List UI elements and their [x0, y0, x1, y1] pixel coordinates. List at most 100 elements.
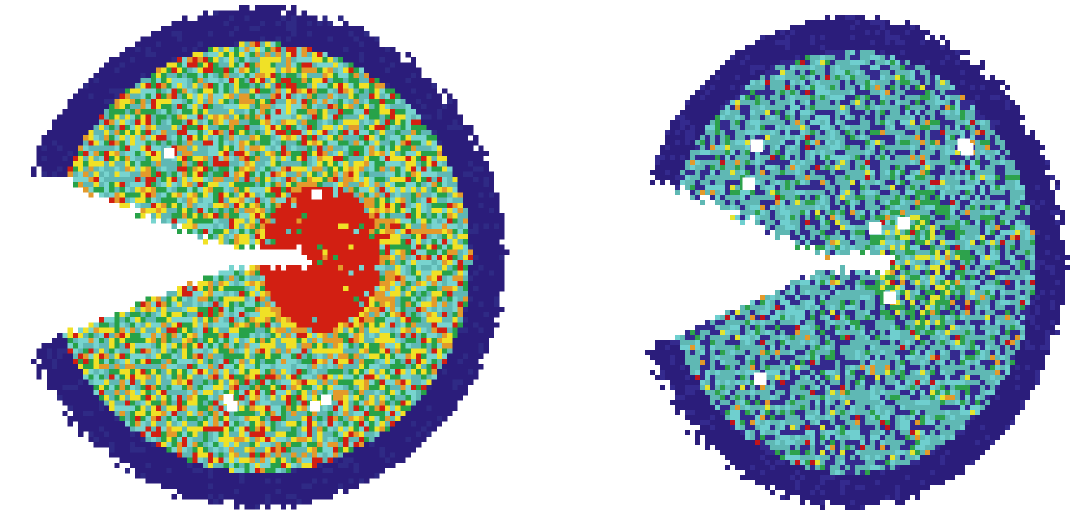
heatmap-cell: [249, 93, 255, 99]
heatmap-cell: [78, 130, 84, 136]
heatmap-cell: [119, 379, 125, 385]
heatmap-cell: [176, 171, 183, 177]
heatmap-cell: [301, 135, 307, 141]
heatmap-cell: [208, 187, 214, 193]
heatmap-cell: [182, 317, 188, 323]
heatmap-cell: [353, 353, 359, 359]
heatmap-cell: [202, 161, 209, 167]
heatmap-cell: [275, 52, 281, 58]
heatmap-cell: [208, 182, 214, 188]
heatmap-cell: [187, 343, 193, 349]
heatmap-cell: [234, 52, 240, 58]
heatmap-cell: [98, 348, 105, 354]
heatmap-cell: [332, 46, 339, 53]
heatmap-cell: [499, 270, 505, 276]
heatmap-cell: [327, 52, 333, 58]
heatmap-cell: [192, 218, 198, 224]
heatmap-cell: [182, 72, 188, 79]
heatmap-cell: [88, 192, 94, 198]
heatmap-cell: [218, 306, 224, 313]
heatmap-cell: [150, 114, 157, 120]
heatmap-cell: [260, 202, 266, 209]
heatmap-cell: [166, 46, 172, 53]
heatmap-cell: [223, 88, 229, 94]
heatmap-cell: [145, 130, 151, 136]
heatmap-cell: [416, 374, 422, 380]
heatmap-cell: [234, 67, 240, 73]
heatmap-cell: [41, 343, 47, 349]
heatmap-cell: [405, 369, 411, 375]
heatmap-cell: [88, 348, 94, 354]
heatmap-cell: [208, 338, 214, 344]
heatmap-cell: [150, 171, 157, 177]
heatmap-cell: [379, 182, 385, 188]
heatmap-cell: [239, 280, 245, 287]
heatmap-cell: [291, 104, 297, 110]
heatmap-cell: [88, 187, 94, 193]
heatmap-cell: [176, 213, 183, 219]
heatmap-cell: [400, 338, 406, 344]
heatmap-cell: [322, 140, 328, 146]
heatmap-cell: [322, 358, 328, 365]
heatmap-cell: [416, 270, 422, 276]
heatmap-cell: [291, 10, 297, 16]
heatmap-cell: [421, 192, 427, 198]
heatmap-cell: [182, 192, 188, 198]
heatmap-cell: [265, 327, 271, 333]
heatmap-cell: [369, 265, 375, 271]
heatmap-cell: [405, 275, 411, 281]
heatmap-cell: [405, 171, 411, 177]
heatmap-cell: [176, 338, 183, 344]
heatmap-cell: [364, 67, 370, 73]
heatmap-cell: [338, 291, 344, 297]
heatmap-cell: [338, 124, 344, 131]
heatmap-cell: [130, 338, 136, 344]
heatmap-cell: [234, 306, 240, 313]
heatmap-cell: [327, 114, 333, 120]
heatmap-cell: [249, 327, 255, 333]
heatmap-cell: [192, 192, 198, 198]
heatmap-cell: [364, 98, 370, 105]
heatmap-cell: [286, 202, 292, 209]
heatmap-cell: [306, 46, 313, 53]
heatmap-cell: [260, 348, 266, 354]
heatmap-cell: [431, 114, 437, 120]
heatmap-cell: [416, 234, 422, 240]
heatmap-cell: [395, 114, 401, 120]
heatmap-cell: [286, 62, 292, 68]
heatmap-cell: [260, 379, 266, 385]
heatmap-cell: [249, 379, 255, 385]
heatmap-cell: [291, 31, 297, 37]
heatmap-cell: [93, 109, 99, 115]
heatmap-cell: [239, 228, 245, 235]
heatmap-cell: [150, 312, 157, 318]
heatmap-cell: [421, 249, 427, 255]
heatmap-cell: [353, 249, 359, 255]
heatmap-cell: [338, 265, 344, 271]
heatmap-cell: [442, 306, 448, 313]
heatmap-cell: [114, 176, 120, 183]
heatmap-cell: [244, 93, 250, 99]
heatmap-cell: [384, 343, 391, 349]
heatmap-cell: [483, 254, 489, 261]
heatmap-cell: [239, 166, 245, 172]
heatmap-cell: [260, 223, 266, 229]
heatmap-cell: [322, 218, 328, 224]
heatmap-cell: [254, 26, 261, 32]
heatmap-cell: [410, 150, 417, 157]
heatmap-cell: [442, 239, 448, 245]
heatmap-cell: [223, 312, 229, 318]
heatmap-cell: [343, 145, 349, 151]
heatmap-cell: [462, 306, 469, 313]
heatmap-cell: [462, 301, 469, 307]
heatmap-cell: [270, 52, 276, 58]
heatmap-cell: [327, 244, 333, 250]
heatmap-cell: [431, 353, 437, 359]
heatmap-cell: [421, 374, 427, 380]
heatmap-cell: [447, 286, 453, 292]
heatmap-cell: [400, 291, 406, 297]
heatmap-cell: [202, 88, 209, 94]
heatmap-cell: [348, 78, 354, 84]
heatmap-cell: [176, 41, 183, 47]
heatmap-cell: [421, 176, 427, 183]
